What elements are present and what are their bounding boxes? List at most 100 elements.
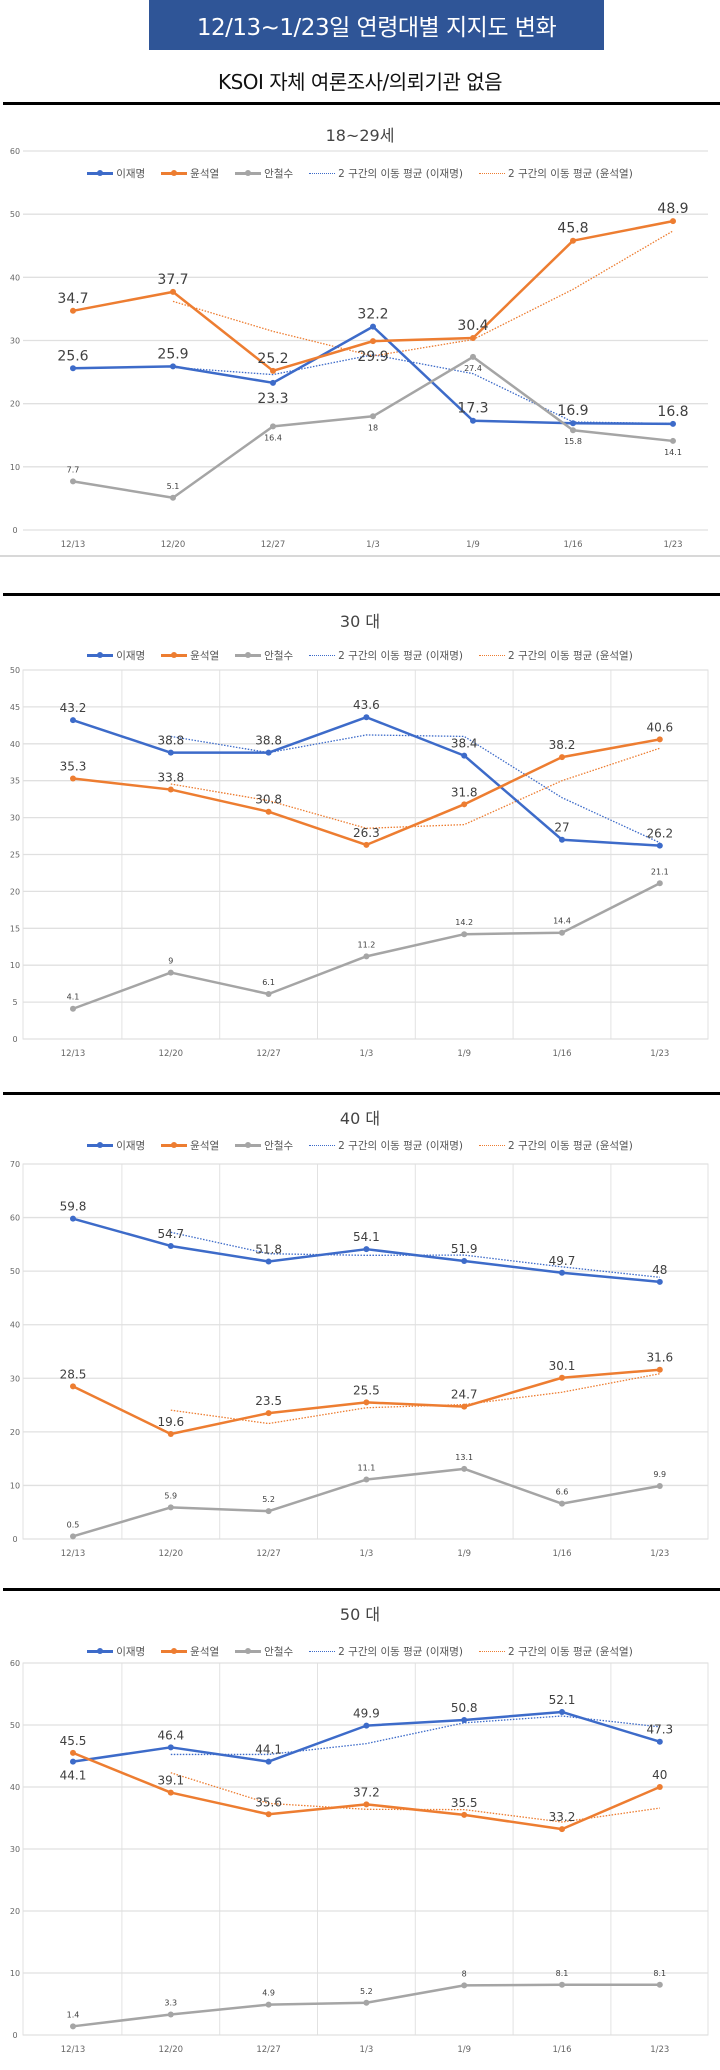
data-label: 37.2 — [353, 1785, 380, 1799]
data-point — [363, 953, 370, 960]
data-point — [265, 1811, 272, 1818]
y-tick-label: 40 — [10, 1783, 20, 1792]
data-label: 50.8 — [451, 1701, 478, 1715]
legend-label: 이재명 — [116, 168, 146, 180]
data-point — [70, 2023, 76, 2030]
x-tick-label: 1/3 — [366, 540, 380, 550]
legend-label: 2 구간의 이동 평균 (윤석열) — [507, 650, 633, 662]
data-label: 23.3 — [257, 391, 288, 407]
legend-label: 2 구간의 이동 평균 (윤석열) — [507, 168, 633, 180]
chart-0: 0 10 20 30 40 50 60 12/13 12/20 12/27 1/3 1/9 1/16 1/… — [0, 147, 720, 557]
data-point — [363, 1722, 370, 1729]
data-point — [265, 2001, 272, 2008]
x-tick-label: 12/20 — [161, 540, 186, 550]
y-tick-label: 30 — [10, 337, 20, 346]
y-tick-label: 40 — [10, 273, 20, 282]
data-label: 16.9 — [557, 403, 588, 419]
data-label: 13.1 — [455, 1453, 473, 1462]
legend-label: 이재명 — [116, 650, 146, 662]
data-point — [70, 775, 76, 782]
data-label: 26.3 — [353, 826, 380, 840]
x-tick-label: 1/9 — [457, 1049, 471, 1059]
data-label: 1.4 — [67, 2010, 80, 2019]
data-point — [167, 2011, 174, 2018]
data-label: 5.9 — [164, 1491, 177, 1500]
legend-item: 윤석열 — [161, 1644, 219, 1659]
x-tick-label: 1/3 — [360, 1549, 374, 1559]
data-point — [370, 413, 376, 420]
legend-swatch — [235, 1648, 262, 1654]
data-point — [461, 801, 468, 808]
data-point — [270, 379, 276, 386]
legend-item: 이재명 — [87, 1138, 145, 1153]
divider — [3, 1588, 720, 1591]
data-point — [461, 752, 468, 759]
data-point — [170, 363, 176, 370]
data-point — [559, 929, 565, 936]
data-label: 8.1 — [653, 1969, 666, 1978]
y-tick-label: 40 — [10, 740, 20, 749]
chart-legend: 이재명 윤석열 안철수 2 구간의 이동 평균 (이재명) 2 구간의 이동 평균 (윤… — [0, 1644, 720, 1659]
divider — [3, 102, 720, 105]
data-point — [470, 353, 476, 360]
data-label: 31.8 — [451, 785, 478, 799]
data-point — [570, 420, 576, 427]
chart-title-20s: 18~29세 — [325, 126, 395, 145]
x-tick-label: 1/23 — [650, 1549, 669, 1559]
data-label: 19.6 — [157, 1415, 184, 1429]
y-tick-label: 0 — [12, 1535, 17, 1544]
data-point — [559, 1826, 565, 1833]
data-label: 5.2 — [262, 1495, 275, 1504]
data-label: 29.9 — [357, 349, 388, 365]
legend-swatch — [478, 655, 505, 656]
data-point — [167, 786, 174, 793]
legend-swatch — [235, 652, 262, 658]
moving-average-line-윤석열 — [172, 230, 674, 357]
legend-item: 안철수 — [235, 166, 293, 181]
page-title-banner: 12/13~1/23일 연령대별 지지도 변화 — [149, 0, 604, 50]
data-point — [70, 1005, 76, 1012]
legend-label: 윤석열 — [190, 1140, 220, 1152]
data-point — [363, 1476, 370, 1483]
data-point — [461, 931, 468, 938]
data-label: 16.8 — [657, 404, 688, 420]
y-tick-label: 45 — [10, 703, 20, 712]
data-point — [559, 1708, 565, 1715]
data-label: 59.8 — [60, 1200, 87, 1214]
y-tick-label: 60 — [10, 147, 20, 156]
legend-label: 2 구간의 이동 평균 (윤석열) — [507, 1140, 633, 1152]
legend-label: 2 구간의 이동 평균 (윤석열) — [507, 1646, 633, 1658]
y-tick-label: 50 — [10, 1267, 20, 1276]
data-label: 21.1 — [651, 867, 669, 876]
legend-swatch — [478, 1145, 505, 1146]
data-point — [656, 880, 663, 887]
data-label: 35.3 — [60, 759, 87, 773]
plot-border — [22, 1163, 709, 1540]
data-label: 3.3 — [164, 1999, 177, 2008]
data-label: 51.9 — [451, 1242, 478, 1256]
y-tick-label: 5 — [12, 998, 17, 1007]
data-label: 6.1 — [262, 978, 275, 987]
data-point — [167, 1242, 174, 1249]
data-point — [167, 1504, 174, 1511]
y-tick-label: 0 — [12, 1035, 17, 1044]
data-label: 34.7 — [57, 291, 88, 307]
data-point — [670, 218, 676, 225]
y-tick-label: 50 — [10, 210, 20, 219]
legend-item: 안철수 — [235, 1138, 293, 1153]
data-label: 43.2 — [60, 701, 87, 715]
legend-label: 안철수 — [264, 650, 294, 662]
data-label: 9 — [168, 957, 173, 966]
data-point — [656, 1278, 663, 1285]
page-subtitle: KSOI 자체 여론조사/의뢰기관 없음 — [217, 70, 503, 94]
legend-swatch — [87, 170, 114, 176]
data-label: 37.7 — [157, 272, 188, 288]
legend-swatch — [478, 173, 505, 174]
x-tick-label: 12/20 — [159, 2045, 184, 2055]
y-tick-label: 50 — [10, 1721, 20, 1730]
data-point — [656, 842, 663, 849]
data-point — [70, 1758, 76, 1765]
data-label: 48 — [652, 1263, 667, 1277]
data-point — [167, 969, 174, 976]
y-tick-label: 30 — [10, 1845, 20, 1854]
